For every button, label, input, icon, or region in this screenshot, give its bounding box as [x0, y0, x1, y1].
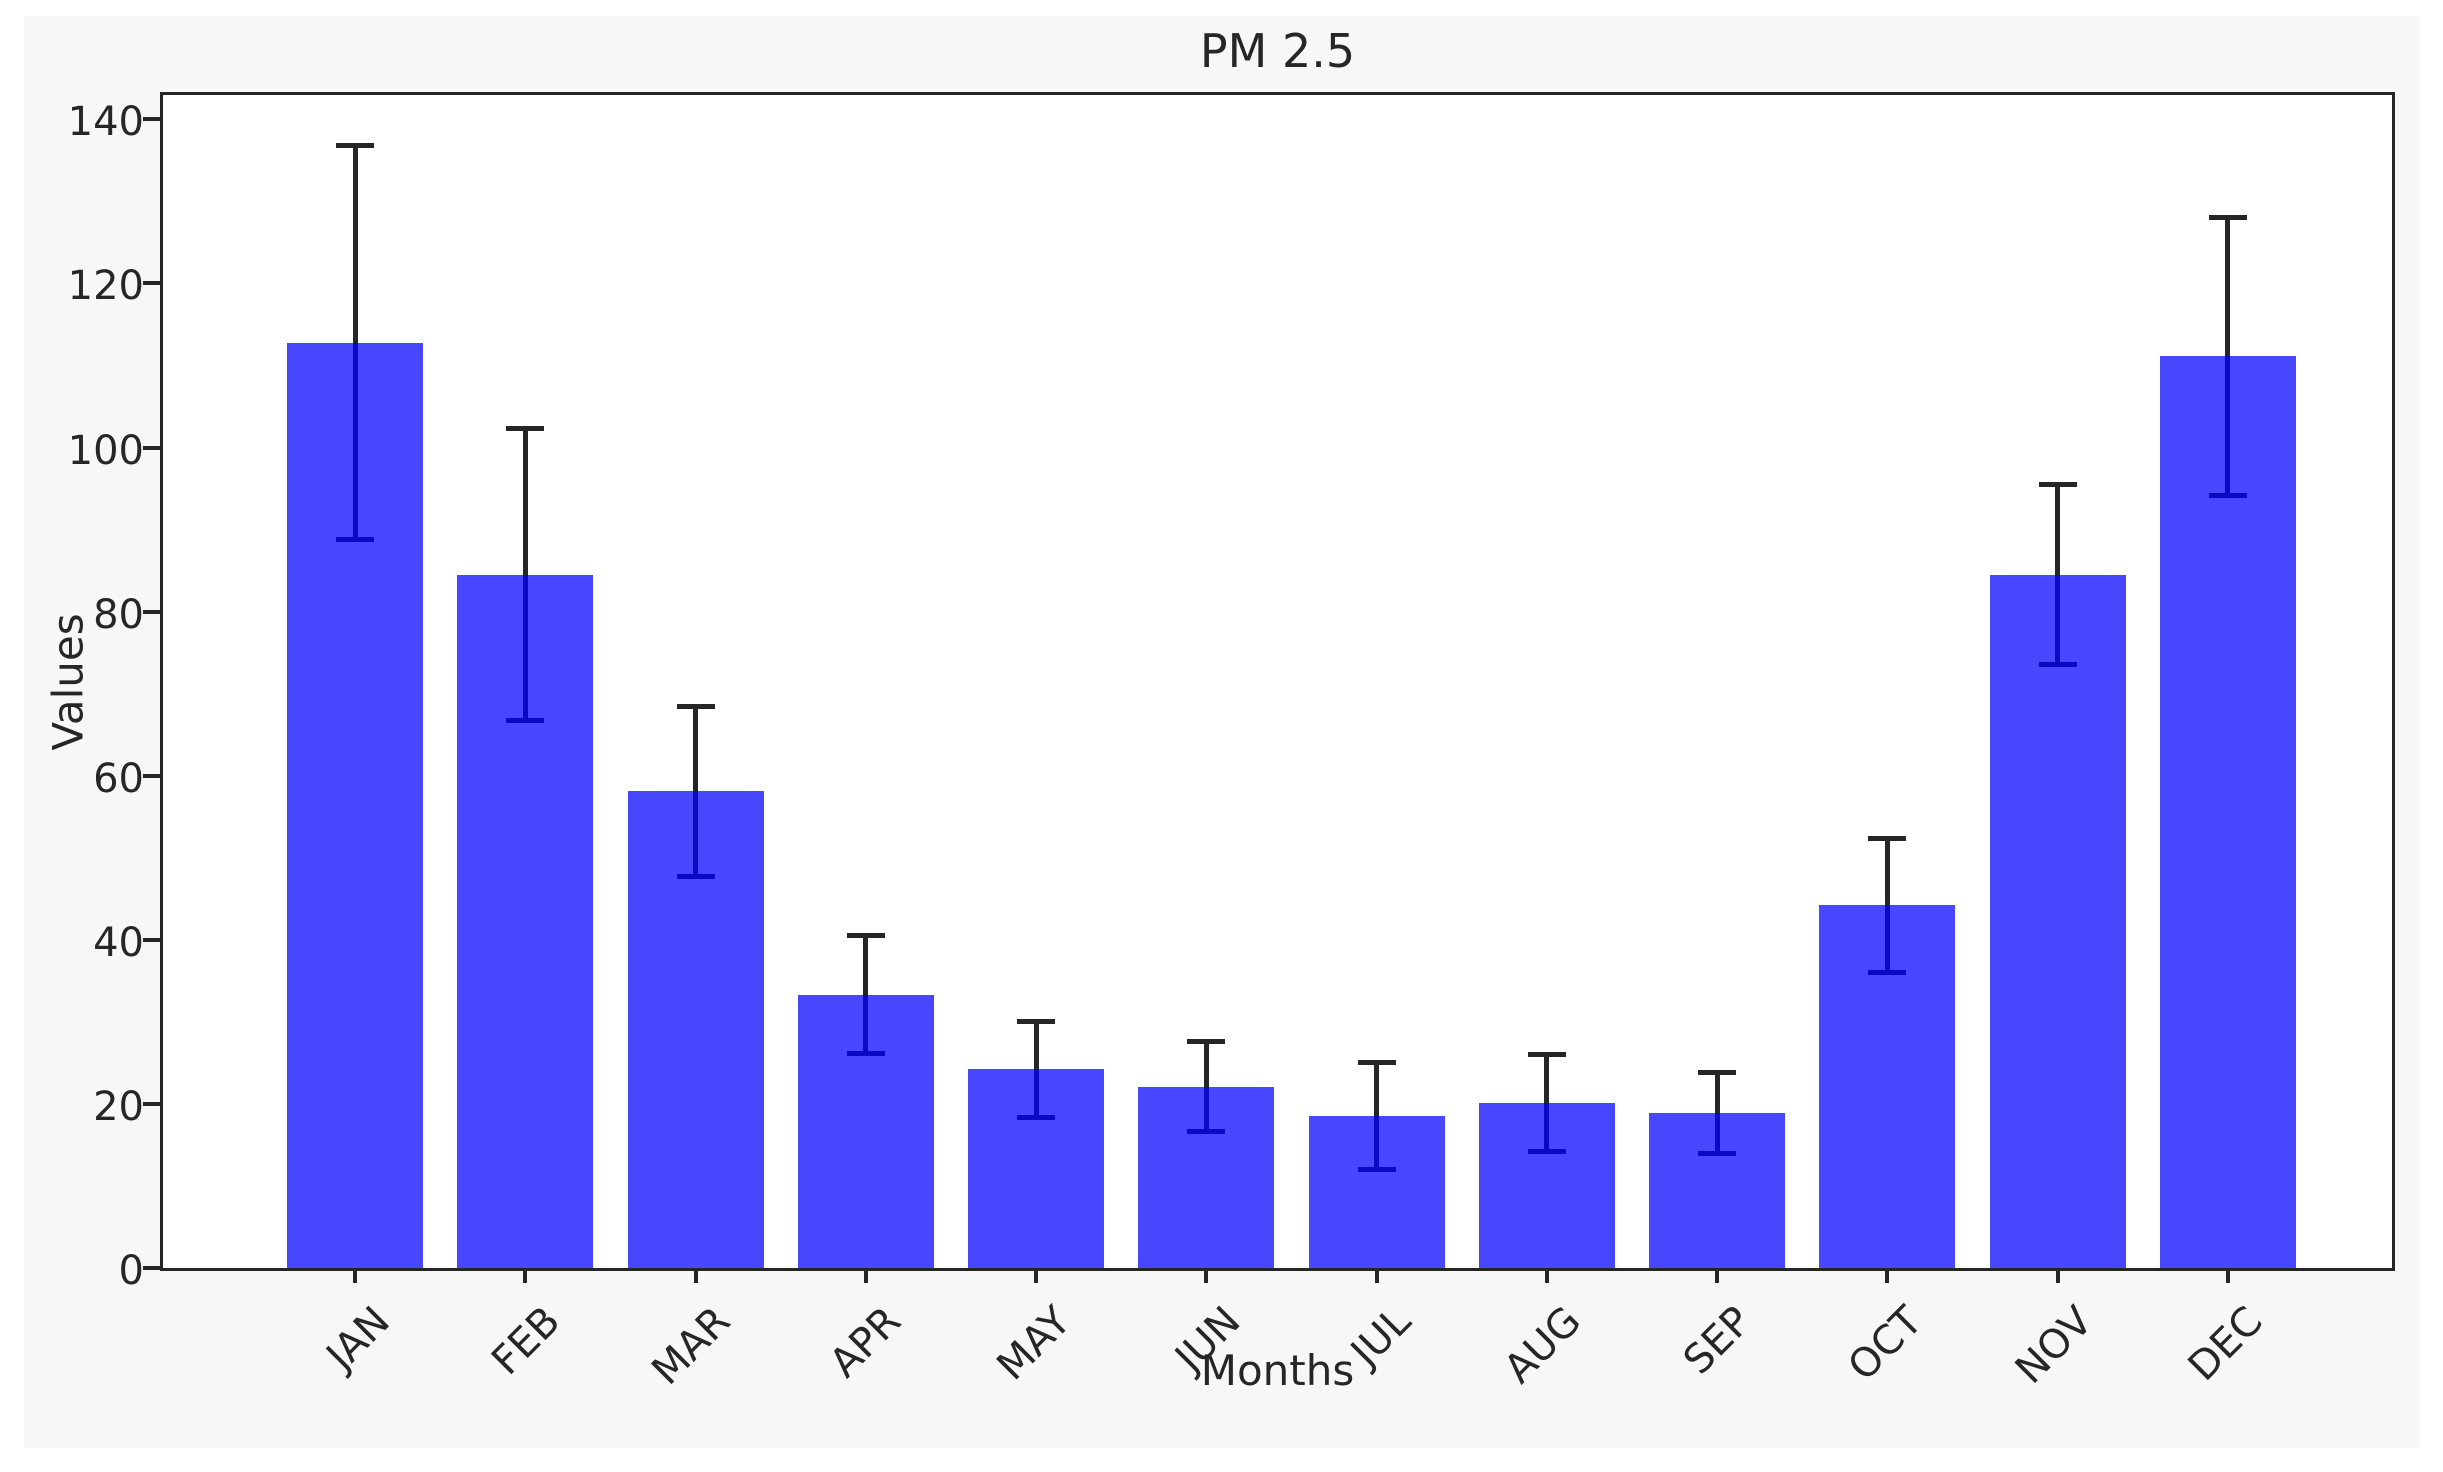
bar-jan: [287, 342, 423, 1268]
bar-jun: [1138, 1086, 1275, 1268]
error-cap-top-may: [1017, 1018, 1056, 1024]
y-tick-mark: [143, 937, 160, 942]
error-cap-top-dec: [2208, 214, 2247, 220]
error-cap-top-mar: [676, 703, 715, 709]
x-tick-mark: [863, 1268, 868, 1283]
error-cap-top-feb: [506, 426, 545, 432]
chart-figure: PM 2.5 Values 0 20 40 60 80 100 120 140 JAN FEB M…: [24, 16, 2420, 1448]
error-cap-top-nov: [2038, 481, 2077, 487]
x-tick-mark: [2055, 1268, 2060, 1283]
y-tick-mark: [143, 773, 160, 778]
x-tick-mark: [523, 1268, 528, 1283]
bar-jul: [1308, 1116, 1445, 1268]
y-tick-mark: [143, 609, 160, 614]
bar-sep: [1649, 1112, 1786, 1268]
x-tick-mark: [1885, 1268, 1890, 1283]
x-tick-mark: [693, 1268, 698, 1283]
bar-feb: [457, 574, 594, 1268]
y-tick-label: 20: [93, 1083, 144, 1130]
x-tick-mark: [1034, 1268, 1039, 1283]
error-cap-top-jul: [1357, 1060, 1396, 1066]
bar-nov: [1989, 574, 2126, 1268]
bar-aug: [1478, 1103, 1615, 1268]
error-cap-top-apr: [846, 933, 885, 939]
y-tick-label: 80: [93, 591, 144, 638]
y-tick-mark: [143, 1101, 160, 1106]
bar-apr: [797, 994, 934, 1268]
y-tick-mark: [143, 281, 160, 286]
y-tick-label: 140: [67, 99, 144, 146]
x-tick-mark: [2225, 1268, 2230, 1283]
y-tick-label: 40: [93, 919, 144, 966]
error-cap-top-aug: [1527, 1052, 1566, 1058]
plot-area: [143, 92, 2395, 1283]
y-tick-mark: [143, 117, 160, 122]
x-axis-title: Months: [1200, 1346, 1355, 1395]
x-tick-mark: [353, 1268, 357, 1283]
error-cap-top-jan: [336, 143, 374, 149]
y-tick-mark: [143, 1266, 160, 1270]
x-tick-mark: [1715, 1268, 1720, 1283]
y-tick-label: 0: [118, 1248, 144, 1294]
bar-may: [968, 1069, 1105, 1268]
y-tick-label: 60: [93, 755, 144, 802]
y-tick-label: 100: [67, 427, 144, 474]
x-tick-mark: [1544, 1268, 1549, 1283]
error-bar-dec: [2225, 217, 2231, 496]
error-cap-top-jun: [1187, 1039, 1226, 1045]
x-tick-mark: [1204, 1268, 1209, 1283]
bar-mar: [627, 791, 764, 1268]
y-axis: 0 20 40 60 80 100 120 140: [24, 92, 144, 1291]
bar-dec: [2159, 356, 2296, 1268]
y-tick-label: 120: [67, 263, 144, 310]
chart-title: PM 2.5: [1199, 24, 1356, 78]
error-cap-top-sep: [1698, 1070, 1737, 1076]
y-tick-mark: [143, 445, 160, 450]
x-tick-mark: [1374, 1268, 1379, 1283]
error-cap-top-oct: [1868, 835, 1907, 841]
bar-oct: [1819, 905, 1956, 1268]
